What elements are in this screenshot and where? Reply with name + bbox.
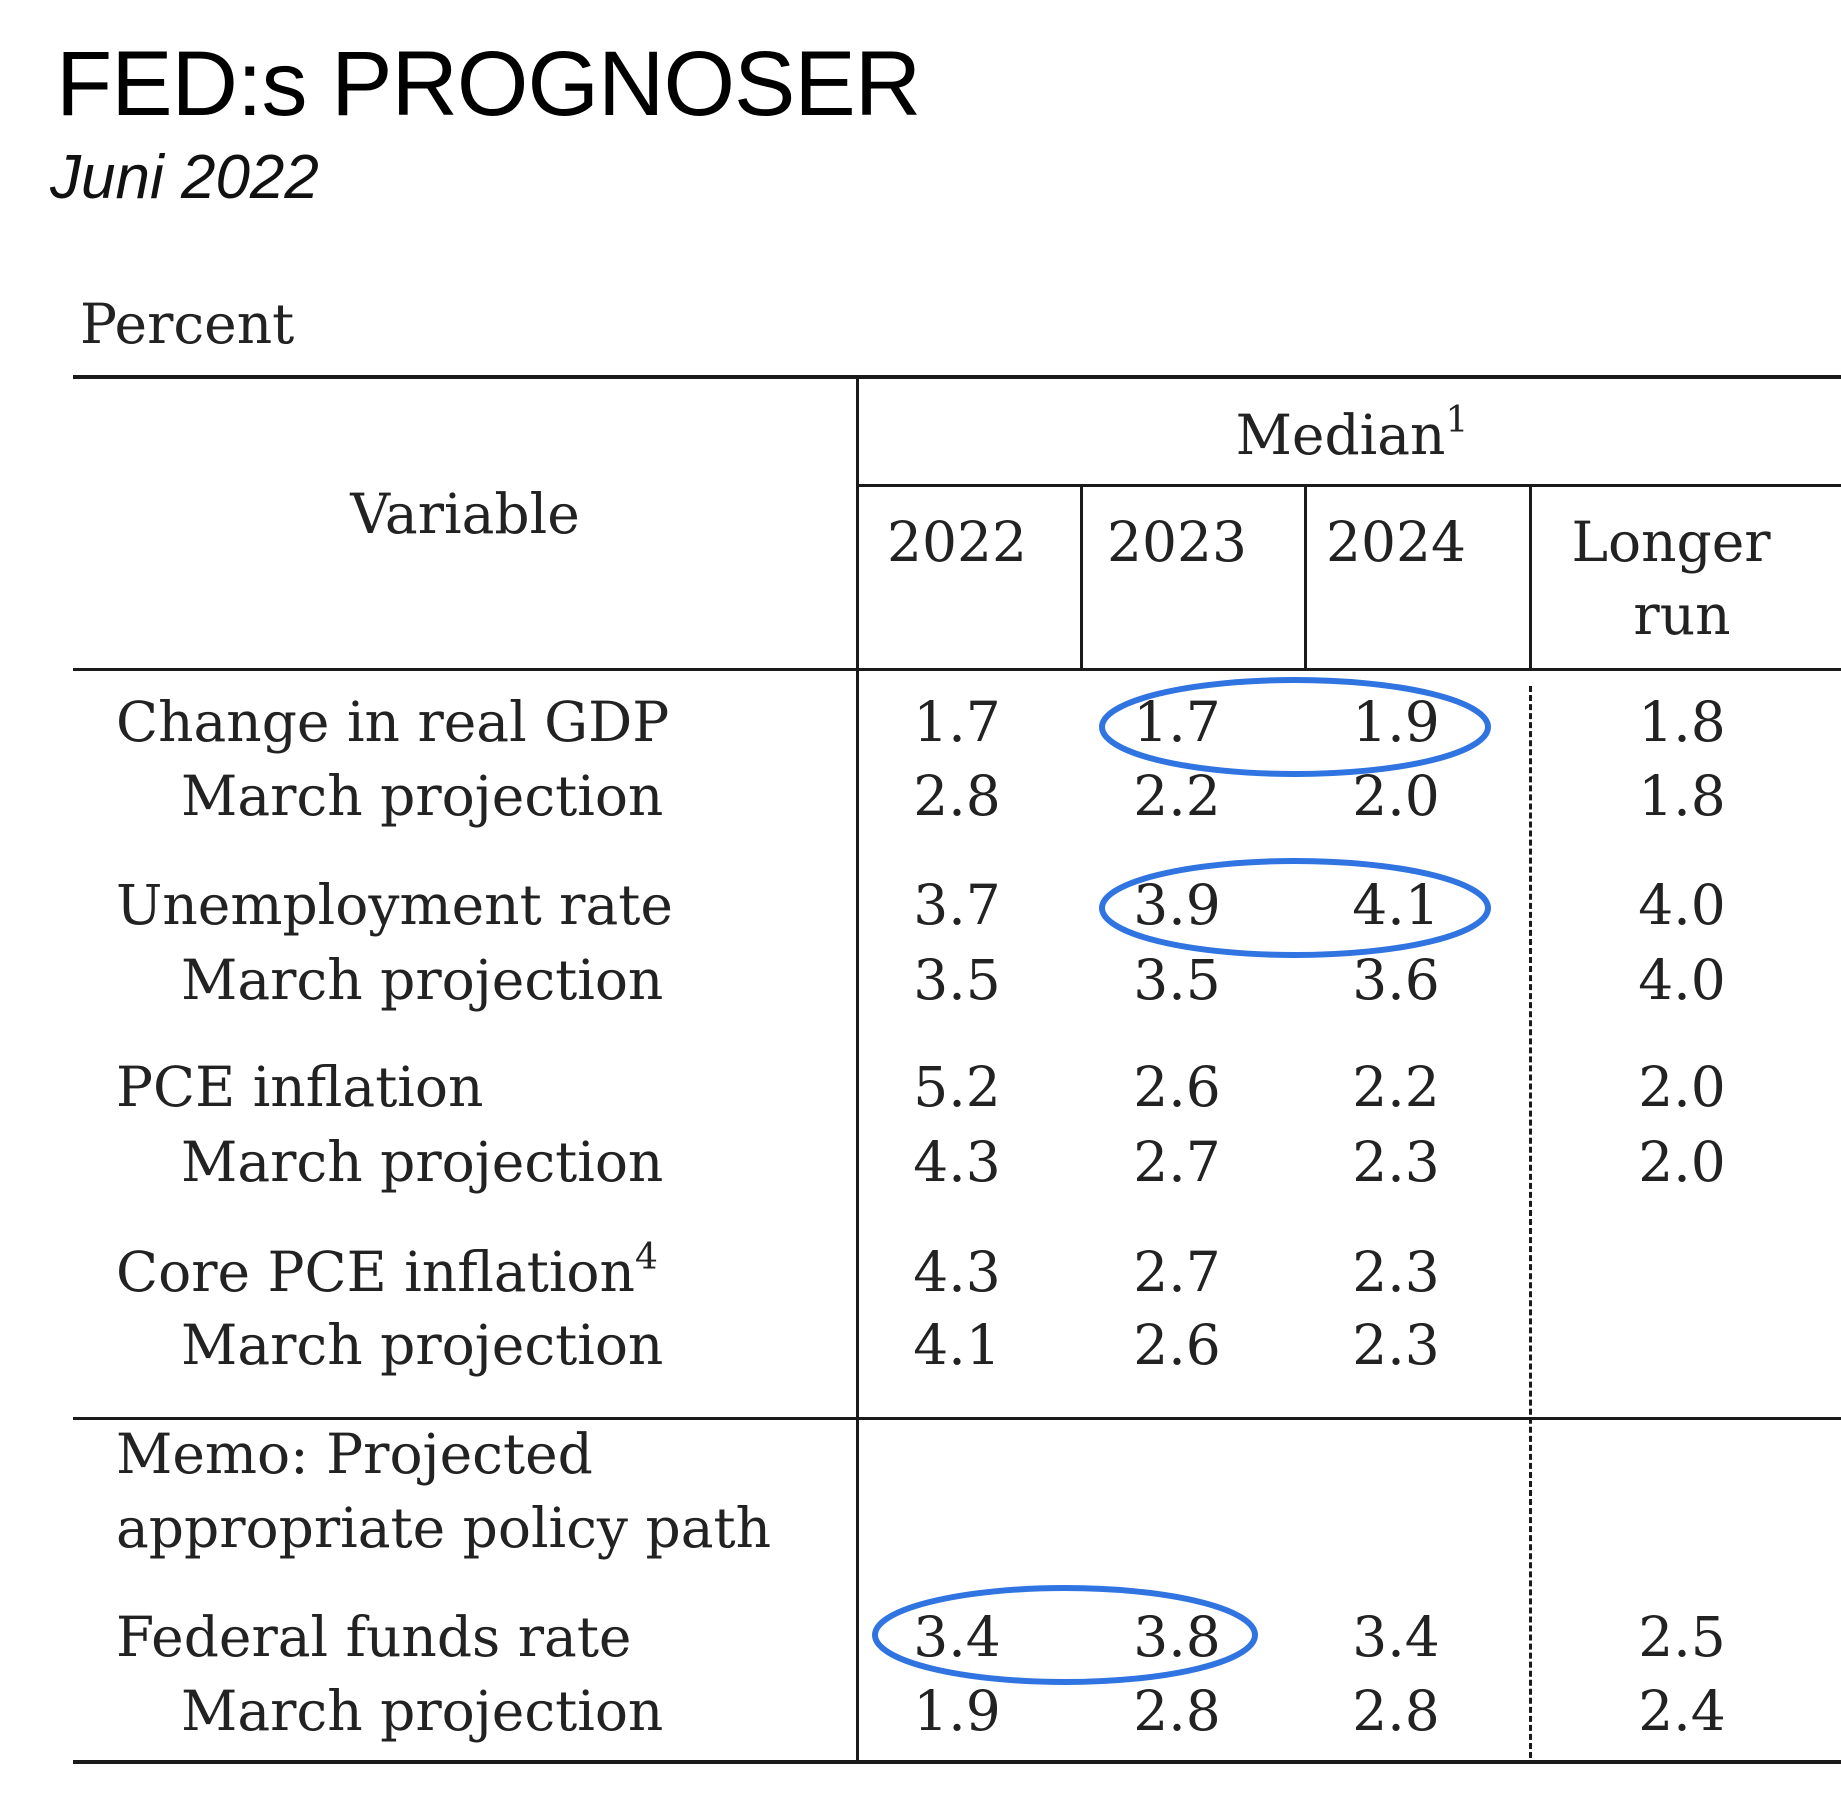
table-cell: 2.7 <box>1133 1240 1221 1304</box>
table-cell: 2.3 <box>1352 1313 1440 1377</box>
table-cell: 3.9 <box>1133 873 1221 937</box>
median-footnote: 1 <box>1445 400 1469 441</box>
column-header-longer-run-2: run <box>1633 583 1731 647</box>
column-divider-2023 <box>1080 486 1083 670</box>
table-cell: 2.8 <box>1133 1679 1221 1743</box>
row-label-march-projection: March projection <box>181 1679 664 1743</box>
column-divider-longer-run <box>1529 486 1532 670</box>
table-cell: 2.3 <box>1352 1130 1440 1194</box>
table-cell: 4.0 <box>1638 873 1726 937</box>
table-cell: 2.4 <box>1638 1679 1726 1743</box>
table-cell: 5.2 <box>913 1055 1001 1119</box>
table-cell: 4.1 <box>1352 873 1440 937</box>
column-divider-2024 <box>1304 486 1307 670</box>
table-cell: 2.8 <box>1352 1679 1440 1743</box>
memo-rule <box>73 1417 1841 1420</box>
table-cell: 2.6 <box>1133 1055 1221 1119</box>
column-header-2023: 2023 <box>1107 510 1247 574</box>
table-cell: 2.2 <box>1352 1055 1440 1119</box>
table-cell: 1.7 <box>913 690 1001 754</box>
row-label-real-gdp: Change in real GDP <box>116 690 670 754</box>
page-subtitle: Juni 2022 <box>50 143 319 212</box>
column-header-2024: 2024 <box>1326 510 1466 574</box>
row-label-pce-inflation: PCE inflation <box>116 1055 484 1119</box>
row-label-core-pce-text: Core PCE inflation <box>116 1240 635 1304</box>
row-label-core-pce: Core PCE inflation4 <box>116 1240 658 1300</box>
table-cell: 4.3 <box>913 1240 1001 1304</box>
table-bottom-rule <box>73 1760 1841 1764</box>
table-cell: 2.3 <box>1352 1240 1440 1304</box>
table-cell: 2.7 <box>1133 1130 1221 1194</box>
table-cell: 3.5 <box>1133 948 1221 1012</box>
table-cell: 3.4 <box>1352 1605 1440 1669</box>
core-pce-footnote: 4 <box>634 1237 658 1278</box>
row-label-march-projection: March projection <box>181 1313 664 1377</box>
column-header-2022: 2022 <box>887 510 1027 574</box>
median-header-text: Median <box>1235 403 1446 467</box>
table-cell: 4.0 <box>1638 948 1726 1012</box>
table-cell: 3.5 <box>913 948 1001 1012</box>
row-label-fed-funds-rate: Federal funds rate <box>116 1605 632 1669</box>
median-header: Median1 <box>1236 403 1469 463</box>
variable-header: Variable <box>350 482 580 546</box>
table-cell: 1.8 <box>1638 690 1726 754</box>
memo-label-line2: appropriate policy path <box>116 1496 772 1560</box>
unit-label: Percent <box>80 292 295 356</box>
row-label-march-projection: March projection <box>181 764 664 828</box>
table-cell: 3.4 <box>913 1605 1001 1669</box>
table-cell: 1.9 <box>913 1679 1001 1743</box>
row-label-march-projection: March projection <box>181 1130 664 1194</box>
table-cell: 3.7 <box>913 873 1001 937</box>
header-bottom-rule <box>73 668 1841 671</box>
table-cell: 1.9 <box>1352 690 1440 754</box>
table-cell: 1.7 <box>1133 690 1221 754</box>
table-cell: 2.2 <box>1133 764 1221 828</box>
table-cell: 3.6 <box>1352 948 1440 1012</box>
table-cell: 2.8 <box>913 764 1001 828</box>
table-cell: 3.8 <box>1133 1605 1221 1669</box>
table-cell: 4.3 <box>913 1130 1001 1194</box>
column-header-longer-run: Longer <box>1571 510 1771 574</box>
table-cell: 1.8 <box>1638 764 1726 828</box>
table-cell: 2.0 <box>1638 1055 1726 1119</box>
table-cell: 2.6 <box>1133 1313 1221 1377</box>
row-label-march-projection: March projection <box>181 948 664 1012</box>
table-cell: 2.5 <box>1638 1605 1726 1669</box>
longer-run-dashed-divider <box>1529 686 1532 1758</box>
table-top-rule <box>73 375 1841 379</box>
page-title: FED:s PROGNOSER <box>56 33 921 135</box>
variable-column-divider <box>856 377 859 1762</box>
memo-label-line1: Memo: Projected <box>116 1422 593 1486</box>
median-rule <box>858 484 1841 487</box>
row-label-unemployment: Unemployment rate <box>116 873 673 937</box>
table-cell: 2.0 <box>1638 1130 1726 1194</box>
table-cell: 2.0 <box>1352 764 1440 828</box>
table-cell: 4.1 <box>913 1313 1001 1377</box>
